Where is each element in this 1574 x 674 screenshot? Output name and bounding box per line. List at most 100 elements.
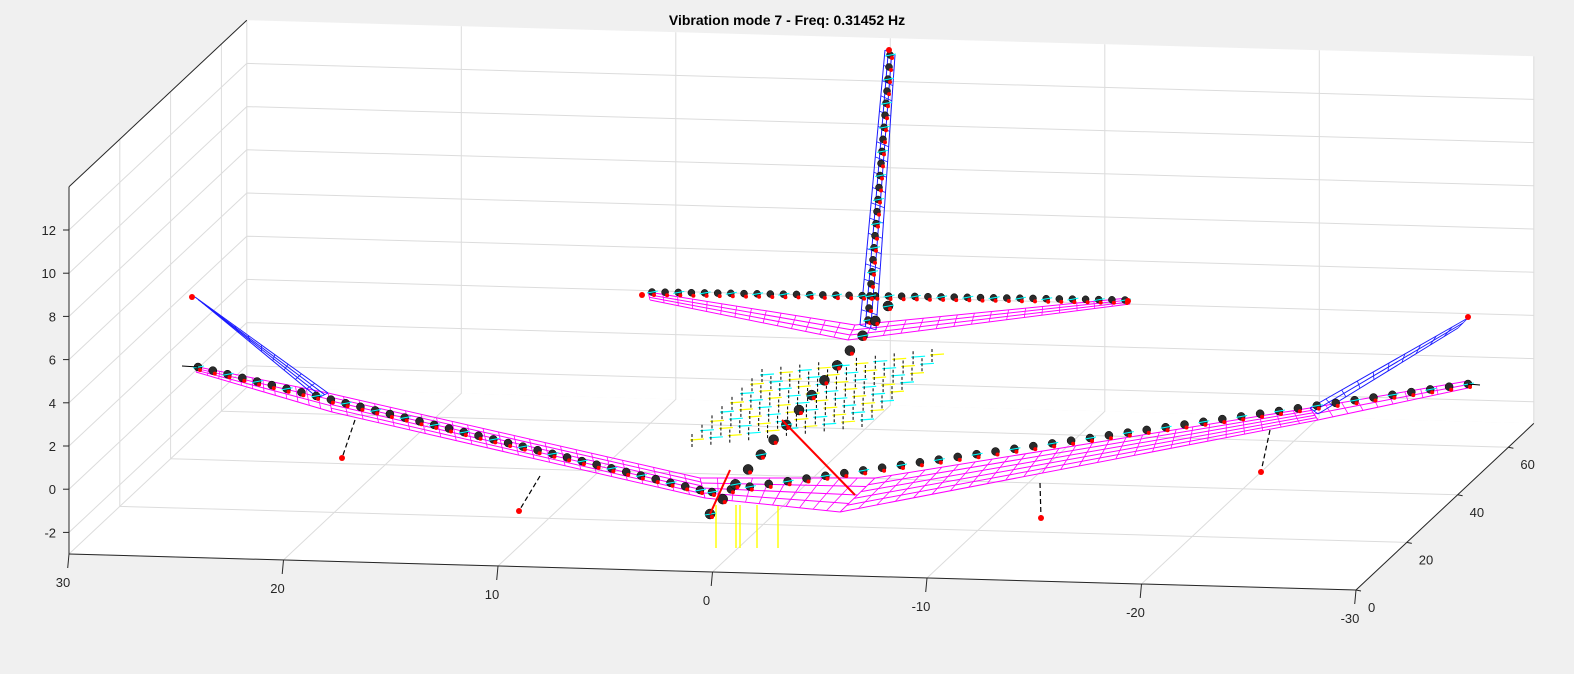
z-tick-label: 0: [49, 482, 56, 497]
node-point: [869, 309, 873, 313]
node-point: [844, 474, 848, 478]
y-tick-mark: [1356, 590, 1361, 591]
node-point: [920, 463, 924, 467]
node-point: [958, 458, 962, 462]
node-point: [1033, 447, 1037, 451]
engine-mass: [1038, 515, 1044, 521]
node-point: [824, 381, 828, 385]
node-point: [1014, 450, 1018, 454]
node-point: [1072, 300, 1076, 304]
node-point: [1090, 439, 1094, 443]
y-tick-mark: [1407, 542, 1412, 543]
z-tick-label: 6: [49, 353, 56, 368]
node-point: [1222, 420, 1226, 424]
node-point: [876, 225, 880, 229]
node-point: [626, 473, 630, 477]
node-point: [823, 296, 827, 300]
node-point: [849, 296, 853, 300]
x-tick-label: 10: [485, 587, 499, 602]
node-point: [882, 469, 886, 473]
engine-mass: [1258, 469, 1264, 475]
grid: [69, 20, 1534, 590]
x-tick-mark: [282, 560, 283, 574]
node-point: [1128, 434, 1132, 438]
node-point: [890, 56, 894, 60]
node-point: [872, 273, 876, 277]
node-point: [538, 451, 542, 455]
node-point: [863, 471, 867, 475]
node-point: [1468, 385, 1472, 389]
y-tick-label: 20: [1419, 552, 1433, 567]
node-point: [449, 430, 453, 434]
node-point: [994, 299, 998, 303]
node-point: [1411, 393, 1415, 397]
z-tick-label: 10: [42, 266, 56, 281]
node-point: [1007, 299, 1011, 303]
node-point: [799, 411, 803, 415]
node-point: [850, 352, 854, 356]
node-point: [213, 372, 217, 376]
node-point: [761, 456, 765, 460]
node-point: [880, 177, 884, 181]
node-point: [1374, 399, 1378, 403]
node-point: [434, 426, 438, 430]
node-point: [750, 488, 754, 492]
htail-tip-node: [639, 292, 645, 298]
node-point: [744, 295, 748, 299]
node-point: [508, 444, 512, 448]
node-point: [712, 493, 716, 497]
node-point: [582, 462, 586, 466]
node-point: [863, 337, 867, 341]
engine-mass: [516, 508, 522, 514]
node-point: [884, 128, 888, 132]
htail-left-mesh: [707, 301, 708, 311]
node-point: [420, 422, 424, 426]
node-point: [889, 297, 893, 301]
node-point: [1279, 412, 1283, 416]
vtail-tip-node: [886, 47, 892, 53]
x-tick-label: -20: [1126, 605, 1145, 620]
node-point: [1166, 428, 1170, 432]
node-point: [783, 295, 787, 299]
y-tick-label: 40: [1470, 505, 1484, 520]
node-point: [301, 393, 305, 397]
node-point: [316, 397, 320, 401]
node-point: [825, 477, 829, 481]
node-point: [1046, 300, 1050, 304]
winglet-tip-node: [1465, 314, 1471, 320]
node-point: [770, 295, 774, 299]
node-point: [287, 390, 291, 394]
z-tick-label: 8: [49, 309, 56, 324]
node-point: [710, 515, 714, 519]
node-point: [1099, 301, 1103, 305]
x-tick-mark: [926, 578, 927, 592]
node-point: [685, 487, 689, 491]
node-point: [691, 294, 695, 298]
node-point: [874, 249, 878, 253]
node-point: [888, 80, 892, 84]
x-tick-label: 30: [56, 575, 70, 590]
node-point: [941, 298, 945, 302]
node-point: [875, 237, 879, 241]
node-point: [493, 440, 497, 444]
node-point: [1033, 299, 1037, 303]
node-point: [198, 368, 202, 372]
node-point: [878, 201, 882, 205]
node-point: [405, 419, 409, 423]
node-point: [875, 322, 879, 326]
node-point: [812, 396, 816, 400]
node-point: [375, 411, 379, 415]
htail-tip-node: [1125, 298, 1131, 304]
node-point: [810, 296, 814, 300]
x-tick-label: -10: [912, 599, 931, 614]
node-point: [954, 298, 958, 302]
node-point: [1203, 423, 1207, 427]
node-point: [886, 104, 890, 108]
winglet-tip-node: [189, 294, 195, 300]
node-point: [748, 470, 752, 474]
x-tick-mark: [68, 554, 69, 568]
node-point: [885, 116, 889, 120]
node-point: [870, 297, 874, 301]
